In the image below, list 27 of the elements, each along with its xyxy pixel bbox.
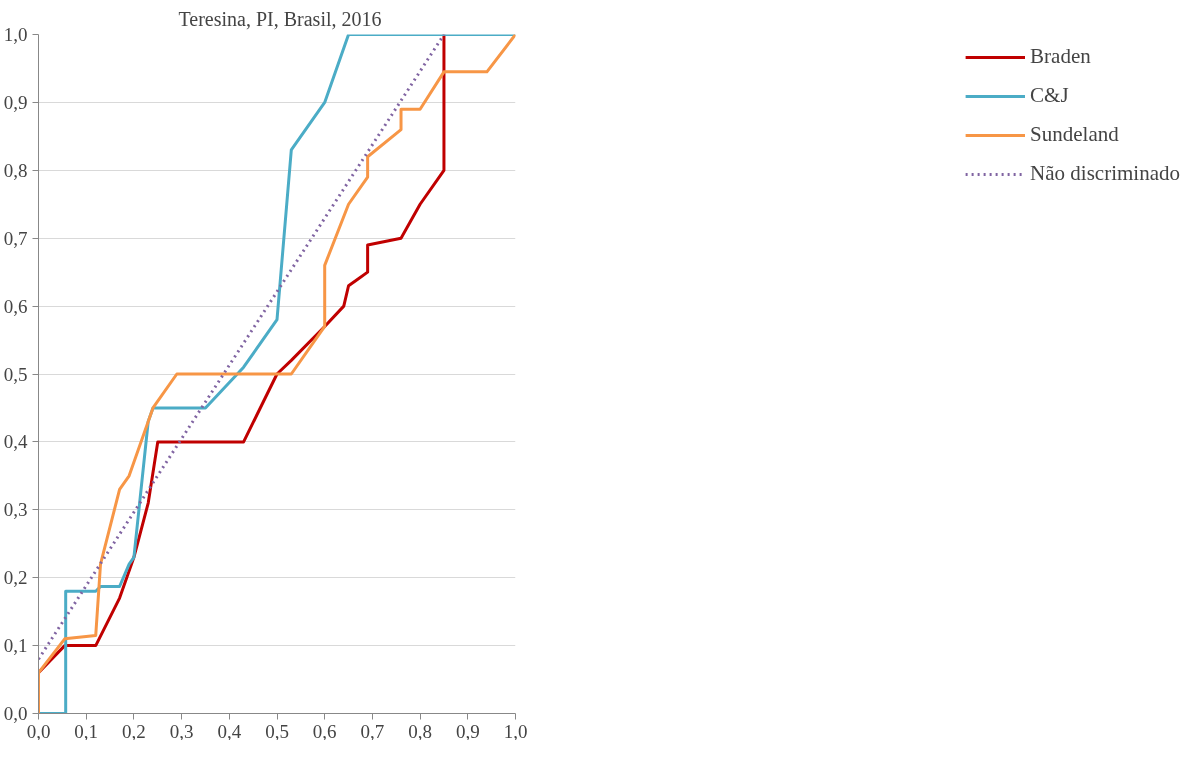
- x-tick-label: 0,2: [122, 720, 146, 742]
- x-tick-label: 0,8: [408, 720, 432, 742]
- y-tick-label: 0,2: [3, 567, 28, 589]
- x-tick-label: 0,5: [265, 720, 289, 742]
- legend-label: C&J: [1030, 83, 1069, 108]
- chart-title: Teresina, PI, Brasil, 2016: [178, 7, 382, 30]
- legend-label: Não discriminado: [1030, 161, 1180, 186]
- y-tick-label: 0,7: [3, 227, 28, 249]
- y-tick-label: 0,1: [3, 635, 28, 657]
- y-tick-label: 0,0: [3, 703, 28, 724]
- y-tick-label: 0,5: [3, 363, 28, 385]
- x-tick-label: 1,0: [503, 720, 528, 742]
- x-tick-label: 0,4: [217, 720, 242, 742]
- y-tick-label: 0,8: [3, 159, 28, 181]
- x-tick-label: 0,9: [455, 720, 480, 742]
- y-tick-label: 0,3: [3, 499, 28, 521]
- x-tick-label: 0,0: [26, 720, 51, 742]
- y-tick-label: 1,0: [3, 24, 28, 45]
- y-tick-label: 0,9: [3, 91, 28, 113]
- x-tick-label: 0,7: [360, 720, 385, 742]
- y-tick-label: 0,4: [3, 431, 28, 453]
- y-tick-label: 0,6: [3, 295, 28, 317]
- x-tick-label: 0,6: [312, 720, 337, 742]
- x-tick-label: 0,3: [169, 720, 194, 742]
- legend-label: Sundeland: [1030, 122, 1119, 147]
- x-tick-label: 0,1: [74, 720, 99, 742]
- legend-label: Braden: [1030, 44, 1091, 69]
